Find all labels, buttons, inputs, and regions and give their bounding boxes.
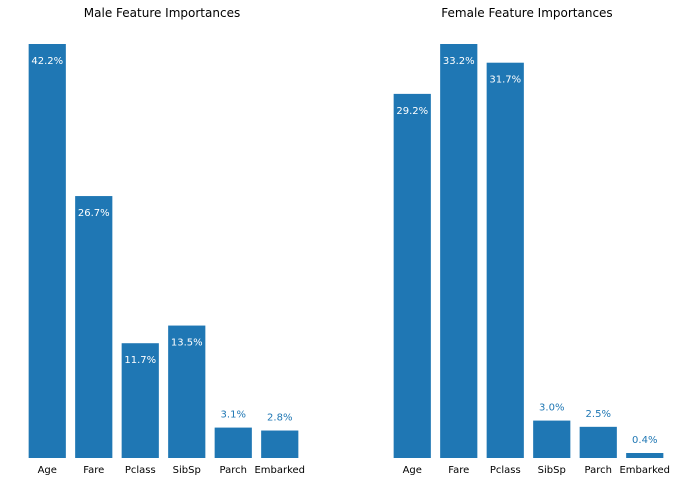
female-chart-title: Female Feature Importances — [441, 6, 612, 20]
male-bar-embarked — [261, 430, 299, 458]
female-bar-label-parch: 2.5% — [586, 409, 611, 420]
female-bar-label-fare: 33.2% — [443, 56, 475, 67]
male-chart-title: Male Feature Importances — [84, 6, 240, 20]
male-x-tick-embarked: Embarked — [254, 465, 305, 476]
female-bar-embarked — [626, 453, 664, 458]
female-x-tick-sibsp: SibSp — [538, 465, 566, 476]
female-bar-label-pclass: 31.7% — [489, 75, 521, 86]
male-bar-age — [28, 44, 66, 458]
female-bar-label-embarked: 0.4% — [632, 435, 657, 446]
male-bar-fare — [75, 196, 113, 458]
female-bar-parch — [579, 426, 617, 458]
female-bar-label-age: 29.2% — [396, 106, 428, 117]
female-x-tick-fare: Fare — [448, 465, 469, 476]
male-bar-parch — [214, 427, 252, 458]
male-x-tick-sibsp: SibSp — [173, 465, 201, 476]
female-x-tick-parch: Parch — [585, 465, 612, 476]
female-bar-pclass — [486, 62, 524, 458]
female-x-tick-pclass: Pclass — [490, 465, 521, 476]
male-x-tick-pclass: Pclass — [125, 465, 156, 476]
male-bar-pclass — [121, 343, 159, 458]
male-bar-label-parch: 3.1% — [221, 410, 246, 421]
male-bars-group — [28, 44, 299, 458]
male-bar-label-fare: 26.7% — [78, 208, 110, 219]
male-x-tick-fare: Fare — [83, 465, 104, 476]
male-bar-label-age: 42.2% — [31, 56, 63, 67]
female-bar-labels-group: 29.2% 33.2% 31.7% 3.0% 2.5% 0.4% — [396, 56, 657, 446]
male-bar-labels-group: 42.2% 26.7% 11.7% 13.5% 3.1% 2.8% — [31, 56, 292, 424]
male-x-tick-parch: Parch — [220, 465, 247, 476]
female-bars-group — [393, 44, 664, 458]
male-bar-label-pclass: 11.7% — [124, 355, 156, 366]
male-x-tick-labels: Age Fare Pclass SibSp Parch Embarked — [38, 465, 305, 476]
female-bar-label-sibsp: 3.0% — [539, 403, 564, 414]
female-bar-fare — [440, 44, 478, 458]
female-x-tick-labels: Age Fare Pclass SibSp Parch Embarked — [403, 465, 670, 476]
male-bar-label-sibsp: 13.5% — [171, 338, 203, 349]
male-importances-chart: Male Feature Importances 42.2% 26.7% 11.7%… — [28, 6, 305, 476]
female-x-tick-age: Age — [403, 465, 422, 476]
female-importances-chart: Female Feature Importances 29.2% 33.2% 31.… — [393, 6, 670, 476]
male-x-tick-age: Age — [38, 465, 57, 476]
male-bar-sibsp — [168, 325, 206, 458]
female-x-tick-embarked: Embarked — [619, 465, 670, 476]
female-bar-age — [393, 93, 431, 458]
female-bar-sibsp — [533, 420, 571, 458]
male-bar-label-embarked: 2.8% — [267, 413, 292, 424]
